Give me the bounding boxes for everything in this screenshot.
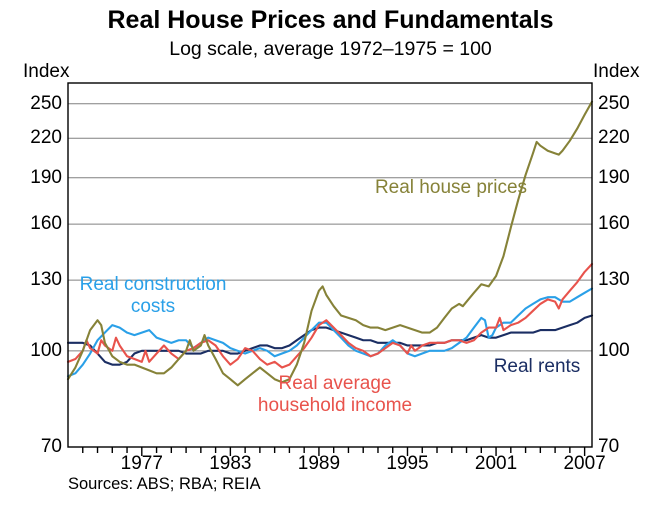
y-tick-label-left: 190	[30, 167, 62, 189]
y-tick-label-left: 250	[30, 93, 62, 115]
y-tick-label-left: 160	[30, 213, 62, 235]
x-tick-label: 1989	[298, 453, 340, 475]
x-tick-label: 1977	[121, 453, 163, 475]
x-tick-label: 1983	[209, 453, 251, 475]
x-tick-label: 1995	[386, 453, 428, 475]
y-tick-label-left: 220	[30, 127, 62, 149]
y-tick-label-right: 160	[598, 213, 630, 235]
series-label-rents: Real rents	[494, 356, 581, 378]
y-tick-label-right: 130	[598, 269, 630, 291]
y-tick-label-left: 130	[30, 269, 62, 291]
series-label-income: Real average household income	[258, 373, 412, 417]
x-tick-label: 2001	[475, 453, 517, 475]
series-label-house-prices: Real house prices	[375, 177, 527, 199]
chart-sources: Sources: ABS; RBA; REIA	[68, 475, 261, 494]
y-tick-label-right: 220	[598, 127, 630, 149]
x-tick-label: 2007	[563, 453, 605, 475]
y-tick-label-right: 250	[598, 93, 630, 115]
y-tick-label-right: 190	[598, 167, 630, 189]
y-tick-label-right: 100	[598, 340, 630, 362]
y-tick-label-left: 100	[30, 340, 62, 362]
chart-plot	[0, 0, 661, 511]
y-tick-label-left: 70	[41, 436, 62, 458]
series-label-construction: Real construction costs	[80, 274, 227, 318]
